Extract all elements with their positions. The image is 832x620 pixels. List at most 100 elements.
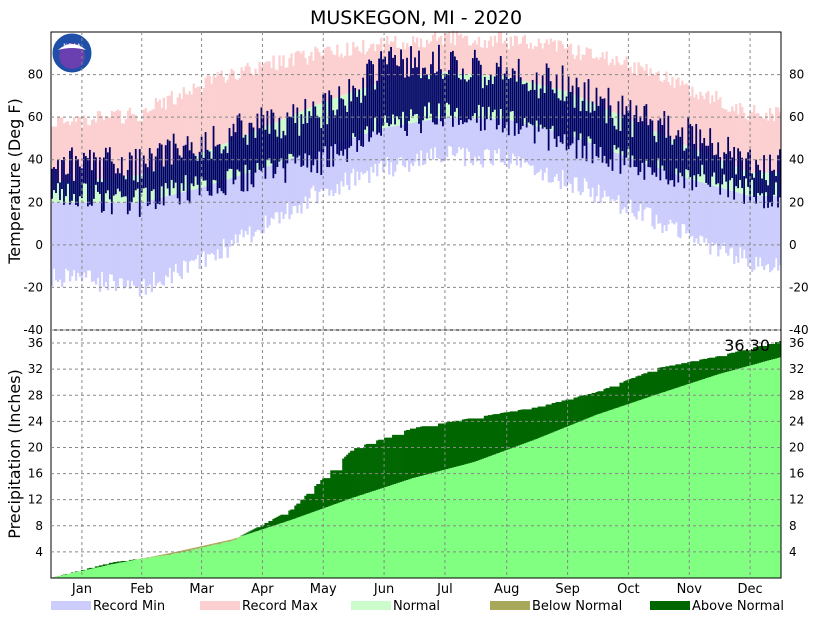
record-min-bar	[402, 124, 405, 166]
observed-temperature-bar	[104, 147, 107, 194]
above-normal-bar	[711, 357, 714, 377]
normal-precip-bar	[431, 472, 435, 578]
above-normal-bar	[509, 411, 513, 449]
observed-temperature-bar	[671, 144, 674, 181]
record-max-bar	[539, 43, 542, 86]
normal-precip-bar	[138, 559, 142, 578]
normal-precip-bar	[398, 482, 401, 578]
observed-temperature-bar	[288, 116, 291, 154]
above-normal-bar	[585, 395, 588, 419]
observed-temperature-bar	[501, 79, 504, 133]
normal-precip-bar	[228, 541, 231, 578]
record-max-bar	[603, 58, 606, 109]
observed-temperature-bar	[603, 98, 606, 156]
record-max-bar	[152, 109, 156, 171]
normal-precip-bar	[713, 375, 716, 578]
below-normal-bar	[150, 556, 154, 558]
month-label: Jul	[436, 582, 453, 597]
normal-precip-bar	[310, 512, 313, 578]
observed-temperature-bar	[138, 149, 141, 217]
normal-precip-bar	[609, 410, 612, 578]
normal-precip-bar	[242, 535, 245, 578]
record-min-bar	[292, 157, 295, 207]
record-min-bar	[531, 125, 534, 166]
normal-precip-bar	[615, 408, 618, 578]
temperature-tick-label-left: 20	[28, 195, 43, 209]
above-normal-bar	[390, 437, 393, 486]
normal-precip-bar	[376, 489, 379, 578]
normal-precip-bar	[122, 561, 126, 578]
observed-temperature-bar	[236, 115, 239, 170]
above-normal-bar	[278, 515, 281, 524]
above-normal-bar	[242, 534, 245, 536]
normal-precip-bar	[226, 541, 229, 578]
record-min-bar	[170, 194, 173, 284]
normal-precip-bar	[104, 565, 108, 578]
record-min-bar	[601, 147, 604, 198]
normal-precip-bar	[298, 517, 301, 578]
precipitation-tick-label-right: 8	[789, 519, 797, 533]
record-max-bar	[142, 109, 146, 174]
above-normal-bar	[292, 509, 295, 520]
record-max-bar	[118, 110, 122, 177]
above-normal-bar	[328, 478, 331, 507]
above-normal-bar	[322, 478, 325, 509]
record-min-bar	[701, 182, 704, 237]
record-min-bar	[707, 184, 710, 244]
above-normal-bar	[525, 409, 528, 443]
normal-precip-bar	[477, 460, 481, 578]
normal-precip-bar	[314, 511, 317, 578]
observed-temperature-bar	[661, 125, 664, 166]
record-max-bar	[122, 123, 126, 177]
record-min-bar	[168, 195, 171, 268]
record-min-bar	[647, 164, 650, 208]
normal-precip-bar	[529, 441, 532, 578]
record-min-bar	[304, 153, 307, 197]
above-normal-bar	[553, 403, 556, 432]
above-normal-bar	[731, 352, 734, 371]
record-max-bar	[218, 75, 221, 146]
record-min-bar	[112, 202, 116, 282]
legend-swatch	[490, 601, 530, 610]
normal-precip-bar	[258, 530, 261, 578]
observed-temperature-bar	[543, 93, 546, 128]
observed-temperature-bar	[338, 86, 341, 156]
observed-temperature-bar	[102, 157, 105, 212]
record-max-bar	[775, 106, 778, 173]
record-max-bar	[198, 86, 201, 155]
record-min-bar	[90, 202, 94, 282]
record-min-bar	[669, 172, 672, 220]
record-max-bar	[336, 44, 339, 98]
temperature-tick-label-right: 0	[789, 238, 797, 252]
normal-precip-bar	[182, 551, 185, 578]
record-min-bar	[114, 202, 118, 292]
record-min-bar	[132, 202, 136, 286]
observed-temperature-bar	[430, 64, 432, 114]
above-normal-bar	[122, 560, 126, 562]
precipitation-tick-label-right: 28	[789, 388, 804, 402]
record-min-bar	[356, 136, 359, 172]
record-min-bar	[226, 179, 229, 258]
normal-band-bar	[82, 180, 86, 203]
above-normal-bar	[593, 393, 596, 416]
record-max-bar	[673, 87, 676, 141]
record-max-bar	[511, 45, 515, 79]
record-max-bar	[224, 82, 227, 144]
normal-precip-bar	[773, 359, 776, 578]
record-min-bar	[635, 160, 638, 220]
record-max-bar	[312, 60, 315, 107]
record-max-bar	[188, 91, 191, 158]
record-max-bar	[607, 65, 610, 111]
observed-temperature-bar	[587, 79, 590, 137]
below-normal-bar	[208, 544, 211, 547]
normal-precip-bar	[677, 387, 680, 578]
record-min-bar	[368, 132, 371, 183]
record-max-bar	[505, 43, 509, 77]
record-max-bar	[657, 71, 660, 133]
normal-precip-bar	[659, 393, 662, 578]
record-min-bar	[537, 127, 540, 172]
observed-temperature-bar	[85, 156, 87, 184]
observed-temperature-bar	[290, 116, 293, 155]
record-max-bar	[609, 62, 612, 112]
record-min-bar	[645, 163, 648, 208]
